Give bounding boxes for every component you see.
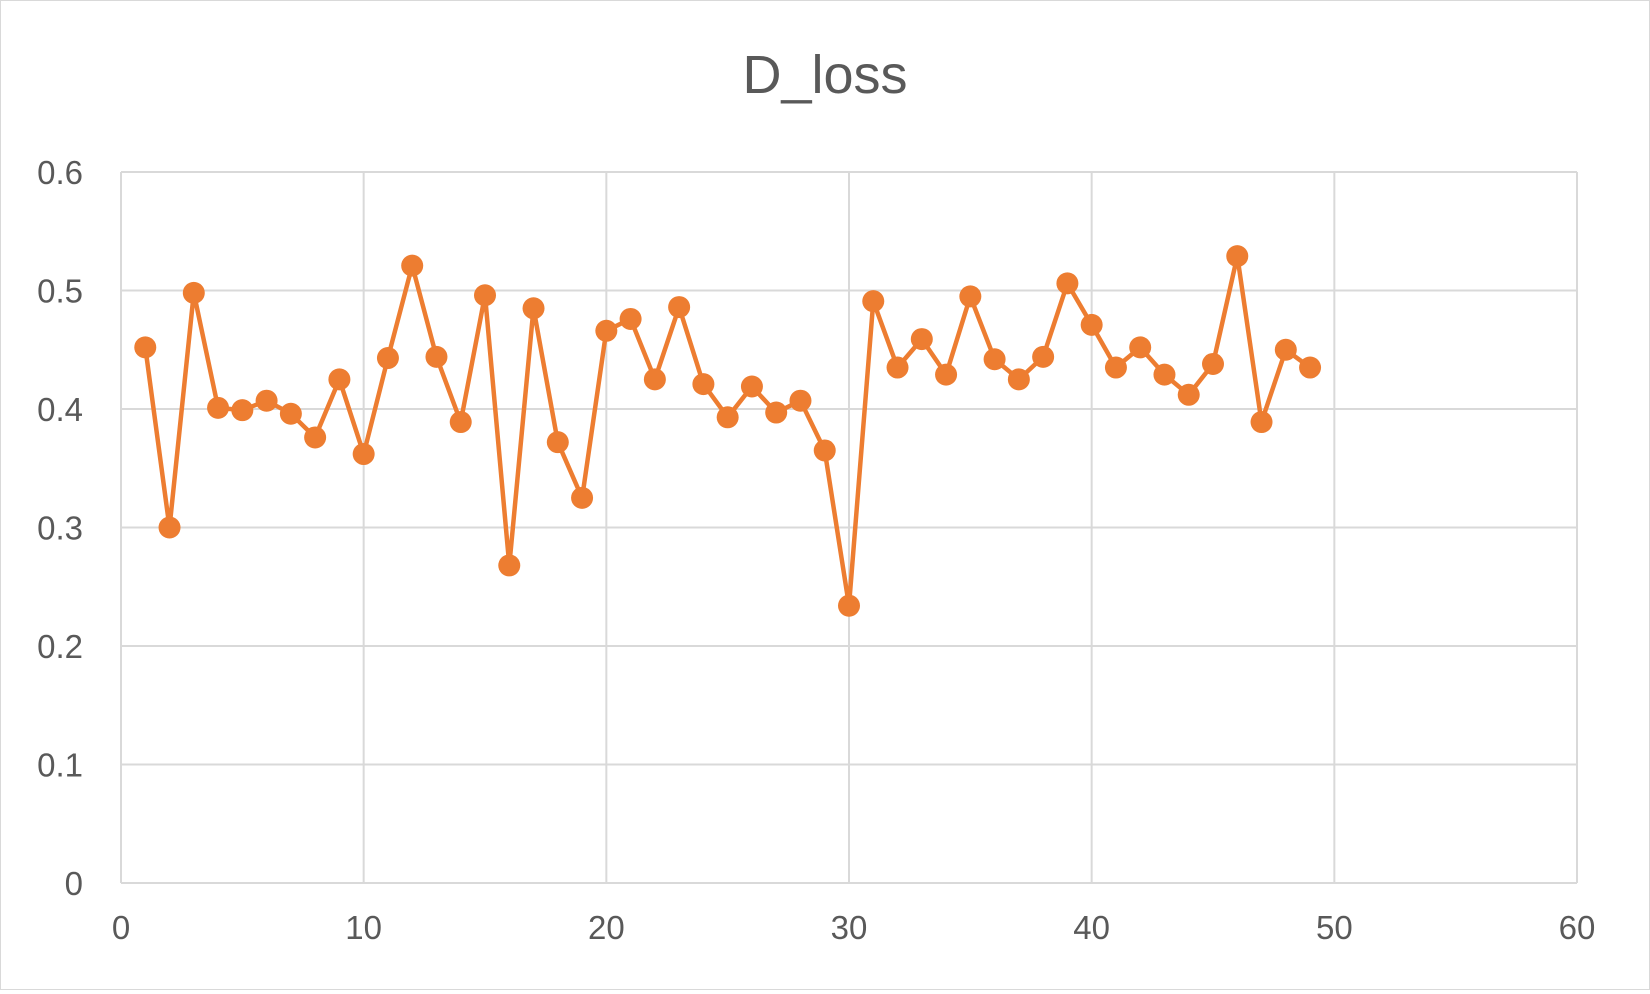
data-point [571, 486, 594, 509]
data-point [522, 297, 545, 320]
y-tick-label: 0 [65, 865, 83, 902]
x-tick-label: 30 [831, 909, 868, 946]
data-point [231, 399, 254, 422]
data-point [425, 345, 448, 368]
data-point [619, 307, 642, 330]
data-point [983, 348, 1006, 371]
data-point [789, 389, 812, 412]
y-tick-label: 0.4 [37, 391, 83, 428]
data-point [692, 373, 715, 396]
data-point [813, 439, 836, 462]
data-point [668, 296, 691, 319]
data-point [546, 431, 569, 454]
data-point [1202, 352, 1224, 375]
data-point [255, 389, 278, 412]
data-point [1080, 313, 1103, 336]
grid-layer [120, 171, 1578, 884]
series-layer [134, 245, 1322, 617]
data-point [765, 401, 788, 424]
data-point [182, 281, 205, 304]
data-point [643, 368, 666, 391]
y-tick-label: 0.5 [37, 273, 83, 310]
tick-label-layer: 0 0.1 0.2 0.3 0.4 0.5 0.6 0 10 20 30 40 50 60 [37, 154, 1595, 946]
data-point [595, 319, 618, 342]
data-point [1153, 363, 1176, 386]
data-point [1299, 356, 1322, 379]
y-tick-label: 0.6 [37, 154, 83, 191]
data-point [328, 368, 351, 391]
data-point [498, 554, 521, 577]
data-point [134, 336, 157, 359]
data-point [838, 594, 860, 617]
data-point [910, 328, 933, 351]
data-point [1250, 411, 1273, 434]
data-point [449, 411, 472, 434]
data-point [959, 285, 982, 308]
data-point [158, 516, 181, 539]
x-tick-label: 0 [112, 909, 130, 946]
data-point [1056, 272, 1079, 295]
data-point [474, 284, 496, 307]
y-tick-label: 0.1 [37, 747, 83, 784]
data-point [1129, 336, 1152, 359]
y-tick-label: 0.2 [37, 628, 83, 665]
x-tick-label: 20 [588, 909, 625, 946]
y-tick-label: 0.3 [37, 510, 83, 547]
data-point [716, 406, 739, 429]
data-point [886, 356, 909, 379]
x-tick-label: 40 [1073, 909, 1110, 946]
data-point [207, 396, 230, 419]
data-point [1177, 383, 1200, 406]
x-tick-label: 50 [1316, 909, 1353, 946]
data-point [401, 254, 424, 277]
data-point [1007, 368, 1030, 391]
data-point [279, 402, 302, 425]
data-point [304, 426, 327, 449]
data-point [352, 443, 375, 466]
data-point [862, 290, 885, 313]
chart-title: D_loss [742, 45, 907, 105]
x-tick-label: 60 [1559, 909, 1596, 946]
data-point [935, 363, 958, 386]
data-point [1032, 345, 1055, 368]
data-point [1226, 245, 1249, 268]
data-point [740, 375, 763, 398]
data-point [1104, 356, 1127, 379]
data-point [376, 347, 399, 370]
data-point [1274, 338, 1297, 361]
x-tick-label: 10 [345, 909, 382, 946]
